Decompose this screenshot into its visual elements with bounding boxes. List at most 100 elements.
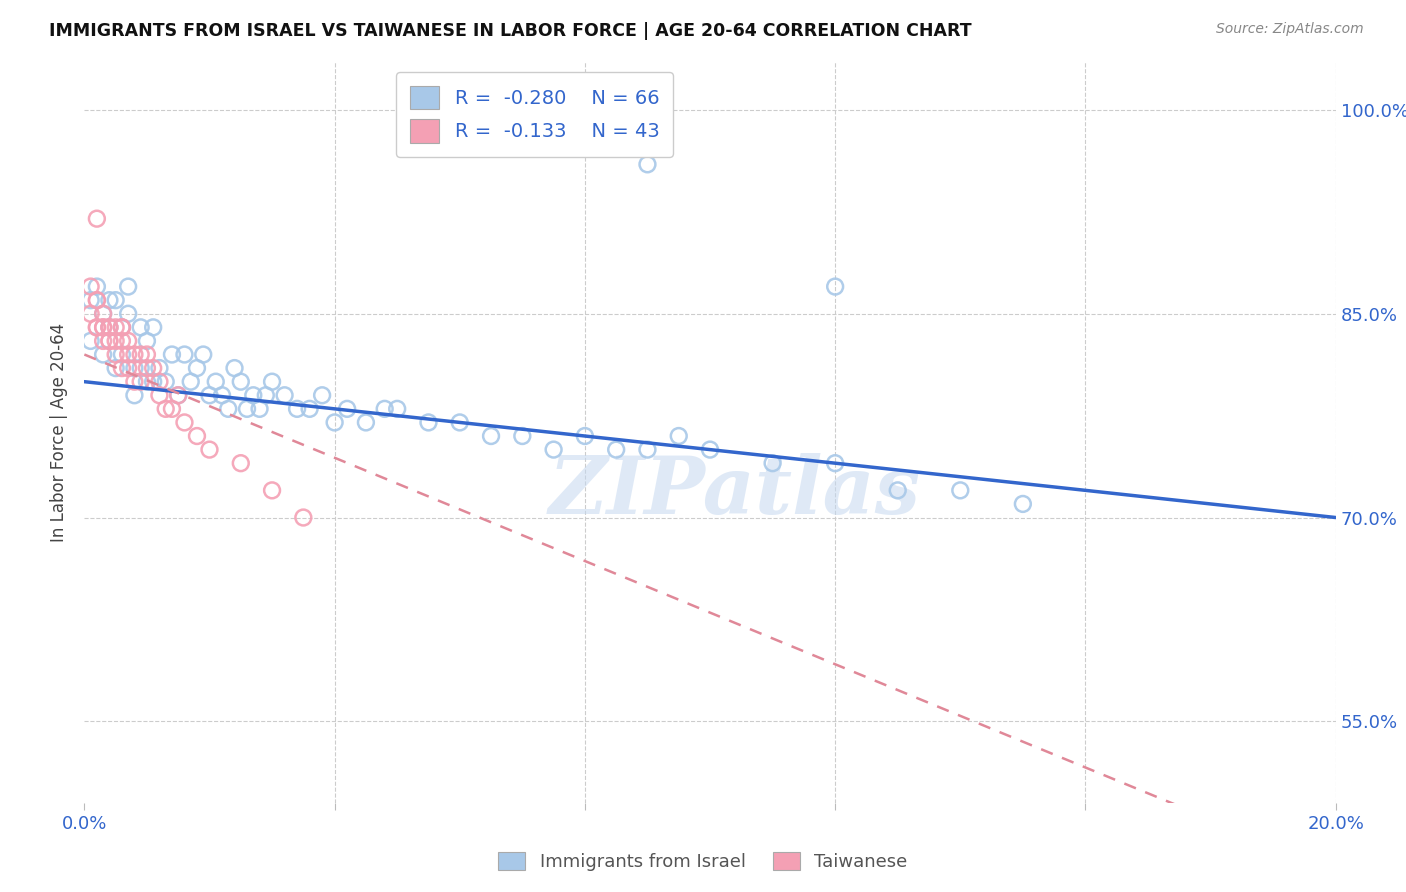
Point [193, 347, 215, 361]
Point [449, 416, 471, 430]
Point [1012, 497, 1035, 511]
Point [824, 279, 846, 293]
Point [124, 375, 146, 389]
Point [104, 320, 127, 334]
Point [155, 375, 177, 389]
Point [79, 307, 101, 321]
Point [180, 375, 202, 389]
Point [160, 401, 183, 416]
Point [86, 293, 108, 308]
Point [129, 375, 152, 389]
Point [91, 334, 114, 348]
Point [605, 442, 627, 457]
Point [124, 361, 146, 376]
Point [91, 320, 114, 334]
Point [155, 401, 177, 416]
Point [574, 429, 596, 443]
Point [129, 361, 152, 376]
Point [949, 483, 972, 498]
Point [104, 347, 127, 361]
Point [98, 320, 121, 334]
Point [136, 334, 159, 348]
Point [229, 456, 252, 470]
Point [699, 442, 721, 457]
Point [142, 375, 165, 389]
Point [98, 320, 121, 334]
Point [91, 320, 114, 334]
Point [292, 510, 315, 524]
Point [91, 307, 114, 321]
Point [148, 361, 170, 376]
Point [117, 307, 139, 321]
Point [117, 279, 139, 293]
Point [129, 320, 152, 334]
Point [111, 334, 134, 348]
Point [262, 483, 284, 498]
Point [211, 388, 233, 402]
Point [167, 388, 190, 402]
Point [86, 320, 108, 334]
Point [285, 401, 308, 416]
Point [117, 361, 139, 376]
Text: Source: ZipAtlas.com: Source: ZipAtlas.com [1216, 22, 1364, 37]
Point [354, 416, 377, 430]
Point [323, 416, 346, 430]
Point [186, 361, 208, 376]
Point [104, 361, 127, 376]
Point [98, 293, 121, 308]
Point [887, 483, 910, 498]
Point [136, 347, 159, 361]
Point [117, 347, 139, 361]
Point [136, 361, 159, 376]
Point [124, 347, 146, 361]
Point [111, 361, 134, 376]
Point [98, 334, 121, 348]
Legend: Immigrants from Israel, Taiwanese: Immigrants from Israel, Taiwanese [491, 845, 915, 879]
Point [111, 320, 134, 334]
Point [148, 388, 170, 402]
Point [111, 320, 134, 334]
Point [79, 334, 101, 348]
Point [104, 293, 127, 308]
Point [91, 347, 114, 361]
Point [124, 388, 146, 402]
Point [273, 388, 295, 402]
Point [385, 401, 409, 416]
Point [173, 416, 195, 430]
Point [198, 388, 221, 402]
Point [167, 388, 190, 402]
Point [374, 401, 396, 416]
Point [160, 347, 183, 361]
Point [186, 429, 208, 443]
Point [198, 442, 221, 457]
Point [148, 375, 170, 389]
Point [479, 429, 502, 443]
Point [229, 375, 252, 389]
Point [136, 375, 159, 389]
Point [91, 307, 114, 321]
Point [418, 416, 440, 430]
Point [173, 347, 195, 361]
Point [86, 293, 108, 308]
Point [98, 320, 121, 334]
Point [637, 442, 659, 457]
Point [762, 456, 785, 470]
Point [86, 320, 108, 334]
Point [79, 279, 101, 293]
Point [512, 429, 534, 443]
Point [86, 279, 108, 293]
Point [79, 293, 101, 308]
Point [236, 401, 259, 416]
Point [543, 442, 565, 457]
Point [242, 388, 264, 402]
Text: ZIPatlas: ZIPatlas [548, 453, 921, 531]
Point [86, 211, 108, 226]
Point [668, 429, 690, 443]
Point [111, 347, 134, 361]
Point [217, 401, 239, 416]
Point [224, 361, 246, 376]
Point [311, 388, 333, 402]
Point [104, 334, 127, 348]
Point [129, 347, 152, 361]
Legend: R =  -0.280    N = 66, R =  -0.133    N = 43: R = -0.280 N = 66, R = -0.133 N = 43 [396, 72, 673, 157]
